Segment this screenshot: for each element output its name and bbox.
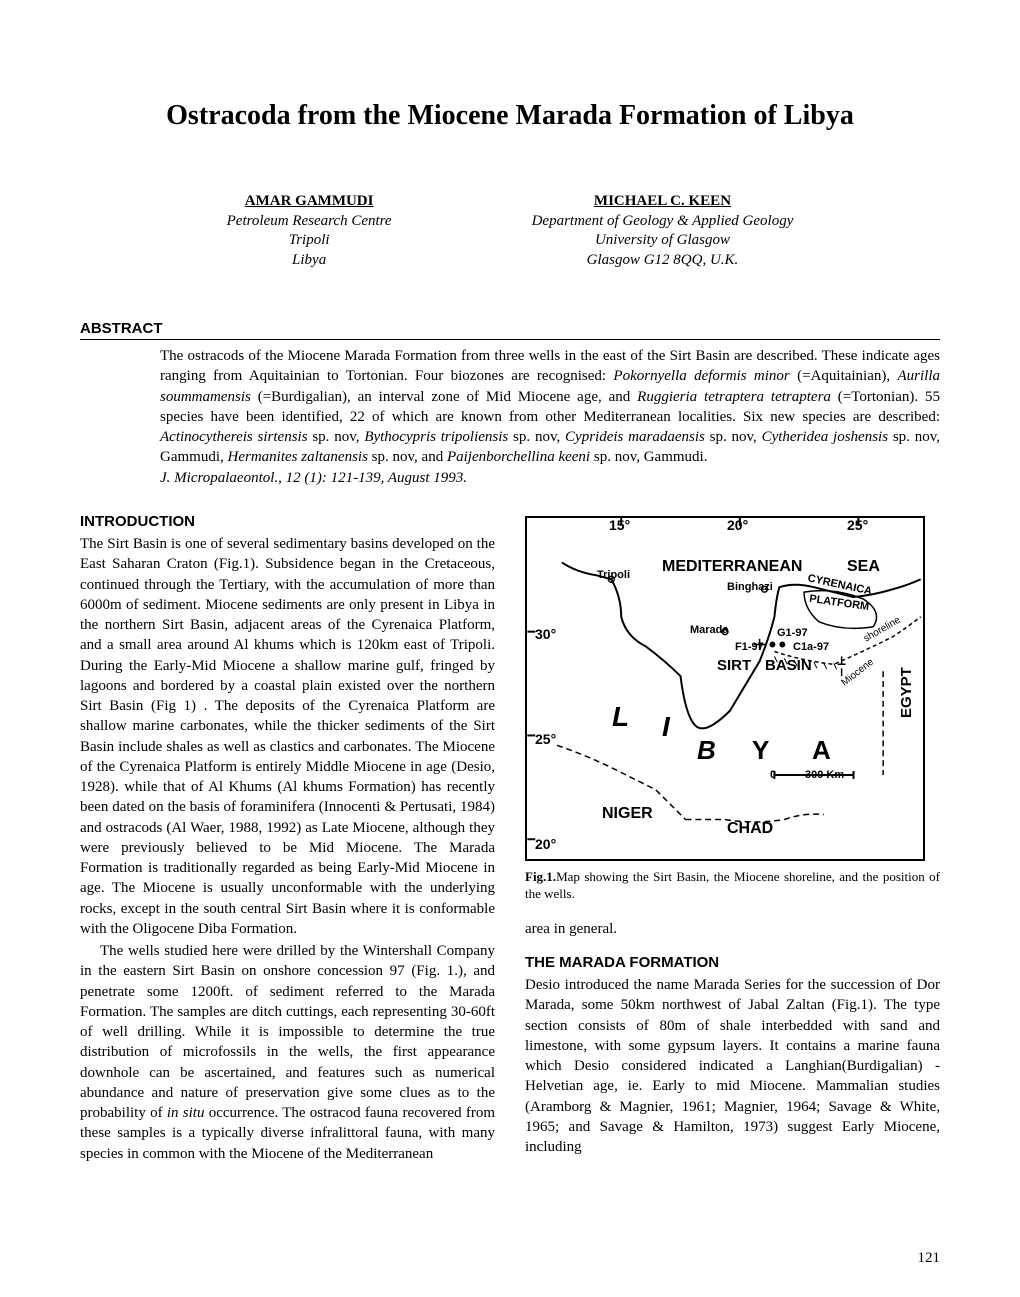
map-f197: F1-97	[735, 640, 764, 655]
author-affil-1c: Libya	[227, 251, 392, 271]
figure-1-map: 15° 20° 25° 30° 25° 20° MEDITERRANEAN SE…	[525, 516, 925, 861]
author-affil-2c: Glasgow G12 8QQ, U.K.	[532, 251, 794, 271]
map-lon-15: 15°	[609, 516, 630, 535]
marada-body: Desio introduced the name Marada Series …	[525, 975, 940, 1157]
abstract-body: The ostracods of the Miocene Marada Form…	[80, 346, 940, 488]
abstract-text: The ostracods of the Miocene Marada Form…	[160, 348, 940, 465]
map-egypt: EGYPT	[897, 667, 917, 718]
author-name-1: AMAR GAMMUDI	[227, 192, 392, 212]
map-mediterranean: MEDITERRANEAN	[662, 556, 802, 578]
map-sea: SEA	[847, 556, 880, 578]
map-lon-25: 25°	[847, 516, 868, 535]
author-affil-2a: Department of Geology & Applied Geology	[532, 212, 794, 232]
two-column-layout: INTRODUCTION The Sirt Basin is one of se…	[80, 512, 940, 1164]
paper-title: Ostracoda from the Miocene Marada Format…	[80, 100, 940, 132]
right-column: 15° 20° 25° 30° 25° 20° MEDITERRANEAN SE…	[525, 512, 940, 1164]
area-in-general: area in general.	[525, 919, 940, 939]
figure-1-caption-text: Map showing the Sirt Basin, the Miocene …	[525, 869, 940, 901]
map-basin: BASIN	[765, 656, 812, 676]
map-marada: Marada	[690, 623, 729, 638]
abstract-citation: J. Micropalaeontol., 12 (1): 121-139, Au…	[160, 470, 467, 486]
map-L: L	[612, 698, 629, 736]
marada-header: THE MARADA FORMATION	[525, 953, 940, 973]
map-binghazi: Binghazi	[727, 580, 773, 595]
author-affil-2b: University of Glasgow	[532, 231, 794, 251]
intro-para2: The wells studied here were drilled by t…	[80, 941, 495, 1164]
abstract-header: ABSTRACT	[80, 320, 940, 340]
map-chad: CHAD	[727, 818, 773, 840]
map-tripoli: Tripoli	[597, 568, 630, 583]
map-scale0: 0	[770, 768, 776, 783]
figure-1-caption: Fig.1.Map showing the Sirt Basin, the Mi…	[525, 869, 940, 903]
intro-para1: The Sirt Basin is one of several sedimen…	[80, 534, 495, 939]
intro-header: INTRODUCTION	[80, 512, 495, 532]
author-block-2: MICHAEL C. KEEN Department of Geology & …	[532, 192, 794, 270]
map-g197: G1-97	[777, 626, 808, 641]
map-c1a97: C1a-97	[793, 640, 829, 655]
map-lat-20: 20°	[535, 835, 556, 854]
map-scale: 300 Km	[805, 768, 844, 783]
author-affil-1b: Tripoli	[227, 231, 392, 251]
map-I: I	[662, 708, 670, 746]
map-Y: Y	[752, 733, 769, 768]
map-A: A	[812, 733, 831, 768]
page-number: 121	[918, 1250, 941, 1267]
map-lat-25: 25°	[535, 730, 556, 749]
figure-1-caption-bold: Fig.1.	[525, 869, 556, 884]
author-name-2: MICHAEL C. KEEN	[532, 192, 794, 212]
map-sirt: SIRT	[717, 656, 751, 676]
authors-row: AMAR GAMMUDI Petroleum Research Centre T…	[80, 192, 940, 270]
left-column: INTRODUCTION The Sirt Basin is one of se…	[80, 512, 495, 1164]
author-affil-1a: Petroleum Research Centre	[227, 212, 392, 232]
map-B: B	[697, 733, 716, 768]
map-lon-20: 20°	[727, 516, 748, 535]
map-lat-30: 30°	[535, 625, 556, 644]
author-block-1: AMAR GAMMUDI Petroleum Research Centre T…	[227, 192, 392, 270]
map-niger: NIGER	[602, 803, 653, 825]
